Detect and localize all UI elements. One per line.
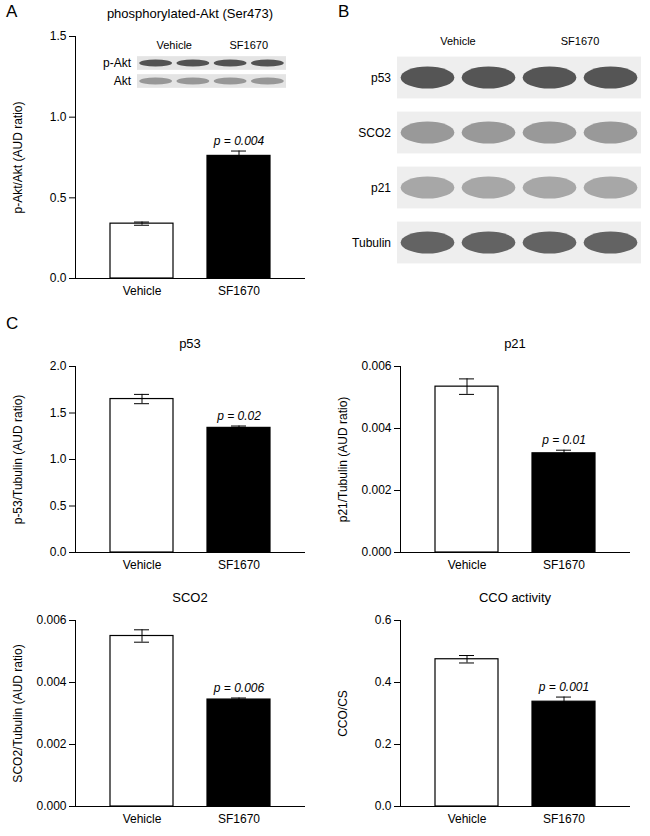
svg-text:SF1670: SF1670 xyxy=(561,35,600,47)
html-text:C: C xyxy=(6,314,19,333)
svg-text:0.006: 0.006 xyxy=(36,613,66,627)
svg-text:0.5: 0.5 xyxy=(50,499,67,513)
svg-text:SF1670: SF1670 xyxy=(543,558,585,572)
svg-text:0.000: 0.000 xyxy=(361,545,391,559)
svg-text:0.5: 0.5 xyxy=(50,191,67,205)
svg-text:Vehicle: Vehicle xyxy=(440,35,475,47)
svg-text:SF1670: SF1670 xyxy=(218,558,260,572)
svg-text:0.002: 0.002 xyxy=(36,737,66,751)
svg-text:Vehicle: Vehicle xyxy=(123,558,162,572)
svg-text:0.0: 0.0 xyxy=(50,271,67,285)
svg-text:SF1670: SF1670 xyxy=(543,812,585,826)
svg-text:p53: p53 xyxy=(371,71,391,85)
svg-text:SCO2/Tubulin (AUD ratio): SCO2/Tubulin (AUD ratio) xyxy=(11,644,25,782)
html-text:SCO2: SCO2 xyxy=(172,590,208,605)
svg-text:Vehicle: Vehicle xyxy=(448,558,487,572)
svg-text:SF1670: SF1670 xyxy=(218,812,260,826)
html-text:A: A xyxy=(6,2,18,21)
svg-text:SF1670: SF1670 xyxy=(229,39,268,51)
svg-text:1.5: 1.5 xyxy=(50,406,67,420)
svg-text:0.004: 0.004 xyxy=(361,421,391,435)
svg-text:SF1670: SF1670 xyxy=(218,284,260,298)
svg-text:CCO/CS: CCO/CS xyxy=(336,690,350,737)
svg-text:p-Akt/Akt (AUD ratio): p-Akt/Akt (AUD ratio) xyxy=(11,101,25,213)
svg-text:2.0: 2.0 xyxy=(50,359,67,373)
html-text:p21: p21 xyxy=(504,336,526,351)
svg-text:1.5: 1.5 xyxy=(50,29,67,43)
svg-text:p21/Tubulin (AUD ratio): p21/Tubulin (AUD ratio) xyxy=(336,397,350,523)
svg-text:Vehicle: Vehicle xyxy=(157,39,192,51)
svg-text:0.0: 0.0 xyxy=(50,545,67,559)
svg-text:0.6: 0.6 xyxy=(375,613,392,627)
svg-text:p = 0.006: p = 0.006 xyxy=(213,681,265,695)
svg-text:p-53/Tubulin (AUD ratio): p-53/Tubulin (AUD ratio) xyxy=(11,395,25,525)
html-text:phosphorylated-Akt (Ser473): phosphorylated-Akt (Ser473) xyxy=(106,6,274,21)
html-text:p53: p53 xyxy=(179,336,201,351)
svg-text:p = 0.01: p = 0.01 xyxy=(541,433,586,447)
svg-text:Vehicle: Vehicle xyxy=(448,812,487,826)
svg-text:0.4: 0.4 xyxy=(375,675,392,689)
svg-text:Akt: Akt xyxy=(114,74,132,88)
svg-text:Tubulin: Tubulin xyxy=(352,236,391,250)
svg-text:0.2: 0.2 xyxy=(375,737,392,751)
svg-text:p = 0.001: p = 0.001 xyxy=(538,680,589,694)
svg-text:p = 0.004: p = 0.004 xyxy=(213,134,265,148)
svg-text:0.004: 0.004 xyxy=(36,675,66,689)
svg-text:1.0: 1.0 xyxy=(50,452,67,466)
svg-text:0.006: 0.006 xyxy=(361,359,391,373)
svg-text:0.002: 0.002 xyxy=(361,483,391,497)
svg-text:SCO2: SCO2 xyxy=(358,126,391,140)
svg-text:1.0: 1.0 xyxy=(50,110,67,124)
svg-text:Vehicle: Vehicle xyxy=(123,812,162,826)
svg-text:p = 0.02: p = 0.02 xyxy=(216,409,261,423)
html-text:B: B xyxy=(338,2,350,21)
svg-text:Vehicle: Vehicle xyxy=(123,284,162,298)
html-text:CCO activity: CCO activity xyxy=(478,590,552,605)
svg-text:0.0: 0.0 xyxy=(375,799,392,813)
svg-text:0.000: 0.000 xyxy=(36,799,66,813)
svg-text:p-Akt: p-Akt xyxy=(103,56,132,70)
svg-text:p21: p21 xyxy=(371,181,391,195)
